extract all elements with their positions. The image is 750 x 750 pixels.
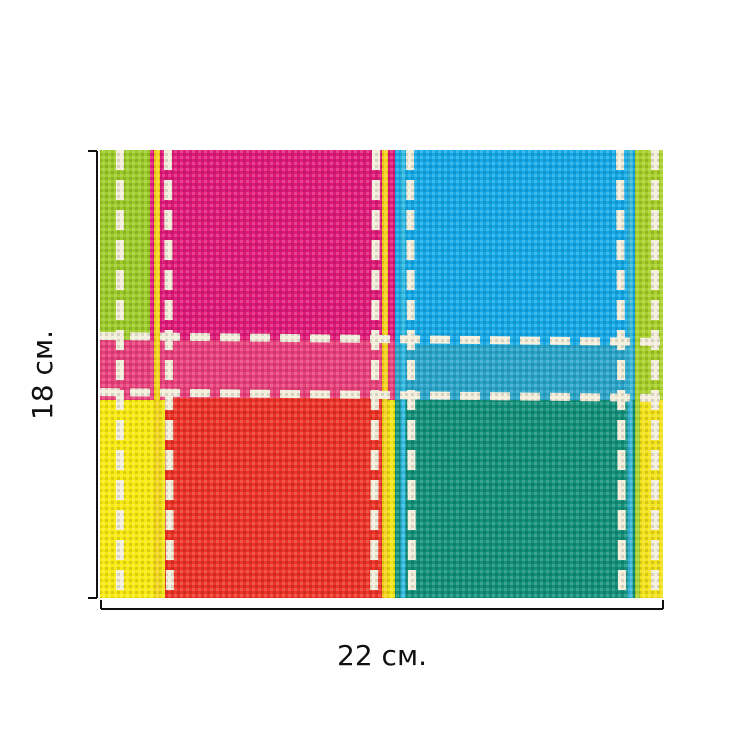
- fabric: [100, 150, 663, 598]
- width-label: 22 см.: [337, 639, 427, 672]
- height-label: 18 см.: [26, 330, 59, 420]
- dimension-lines: [88, 150, 664, 610]
